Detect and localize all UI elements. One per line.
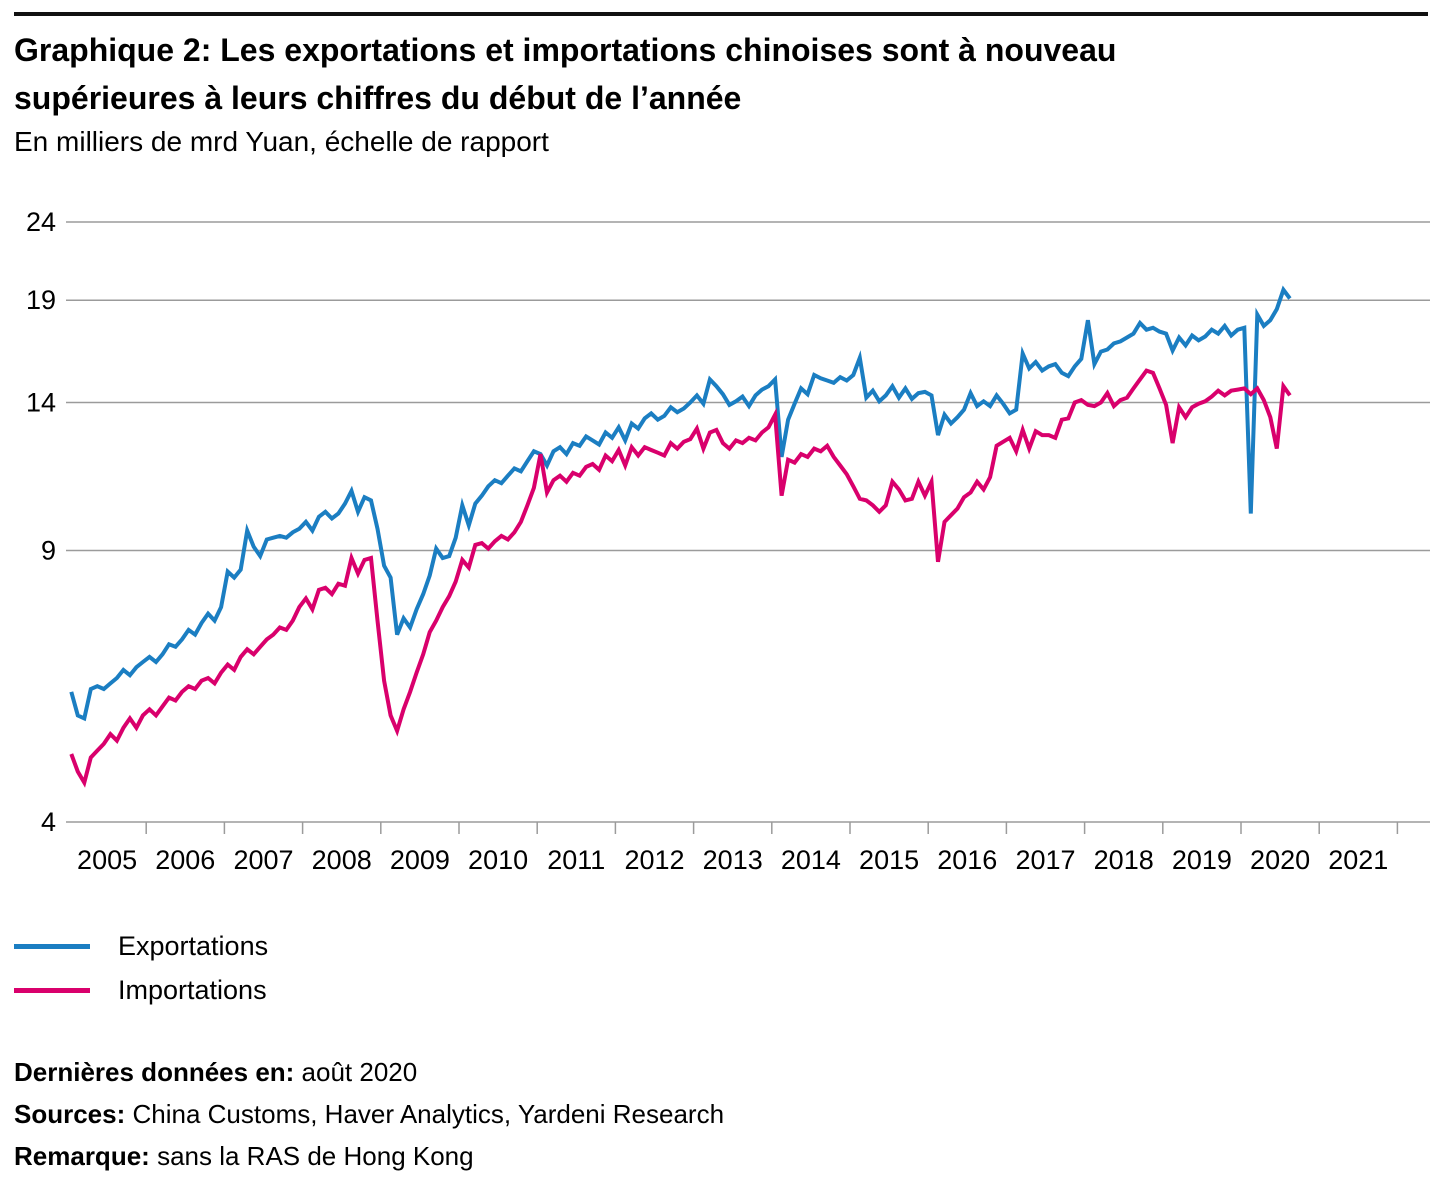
x-axis-label: 2016 <box>937 845 997 875</box>
legend-item-exportations: Exportations <box>14 924 268 968</box>
trade-chart: 24 19 14 9 4 2005 2006 2007 2008 2009 2010 2011 2012… <box>26 207 1430 875</box>
footer-note-value: sans la RAS de Hong Kong <box>157 1141 474 1171</box>
y-axis-label: 4 <box>41 807 56 837</box>
x-axis-label: 2005 <box>77 845 137 875</box>
series-line-importations <box>69 368 1292 788</box>
chart-footer: Dernières données en: août 2020 Sources:… <box>14 1051 724 1177</box>
x-axis-label: 2013 <box>703 845 763 875</box>
x-axis-label: 2018 <box>1094 845 1154 875</box>
x-axis-label: 2021 <box>1328 845 1388 875</box>
chart-legend: Exportations Importations <box>14 924 268 1012</box>
series-line-exportations <box>69 285 1292 722</box>
chart-subtitle: En milliers de mrd Yuan, échelle de rapp… <box>14 126 549 157</box>
footer-last-data-label: Dernières données en: <box>14 1057 295 1087</box>
legend-item-importations: Importations <box>14 968 268 1012</box>
x-axis-label: 2009 <box>390 845 450 875</box>
y-axis-label: 14 <box>26 387 56 417</box>
legend-swatch <box>14 943 90 949</box>
x-axis-label: 2015 <box>859 845 919 875</box>
footer-last-data: Dernières données en: août 2020 <box>14 1051 724 1093</box>
top-rule <box>14 12 1428 16</box>
x-axis-label: 2017 <box>1015 845 1075 875</box>
footer-note: Remarque: sans la RAS de Hong Kong <box>14 1135 724 1177</box>
footer-last-data-value: août 2020 <box>301 1057 418 1087</box>
legend-swatch <box>14 987 90 993</box>
footer-note-label: Remarque: <box>14 1141 150 1171</box>
x-axis-label: 2011 <box>547 845 605 875</box>
footer-sources-value: China Customs, Haver Analytics, Yardeni … <box>132 1099 725 1129</box>
footer-sources: Sources: China Customs, Haver Analytics,… <box>14 1093 724 1135</box>
x-axis-label: 2007 <box>233 845 293 875</box>
legend-label: Exportations <box>118 930 269 961</box>
y-axis-label: 9 <box>41 535 56 565</box>
y-axis-label: 19 <box>26 285 56 315</box>
page-title-line2: supérieures à leurs chiffres du début de… <box>14 80 742 116</box>
page-title: Graphique 2: Les exportations et importa… <box>14 26 1374 122</box>
x-axis-label: 2010 <box>468 845 528 875</box>
legend-label: Importations <box>118 974 267 1005</box>
y-axis-label: 24 <box>26 207 56 237</box>
x-axis-label: 2014 <box>781 845 841 875</box>
footer-sources-label: Sources: <box>14 1099 126 1129</box>
page-title-line1: Graphique 2: Les exportations et importa… <box>14 32 1117 68</box>
x-axis-label: 2020 <box>1250 845 1310 875</box>
x-axis-label: 2019 <box>1172 845 1232 875</box>
x-axis-label: 2008 <box>312 845 372 875</box>
x-axis-label: 2012 <box>624 845 684 875</box>
x-axis-label: 2006 <box>155 845 215 875</box>
